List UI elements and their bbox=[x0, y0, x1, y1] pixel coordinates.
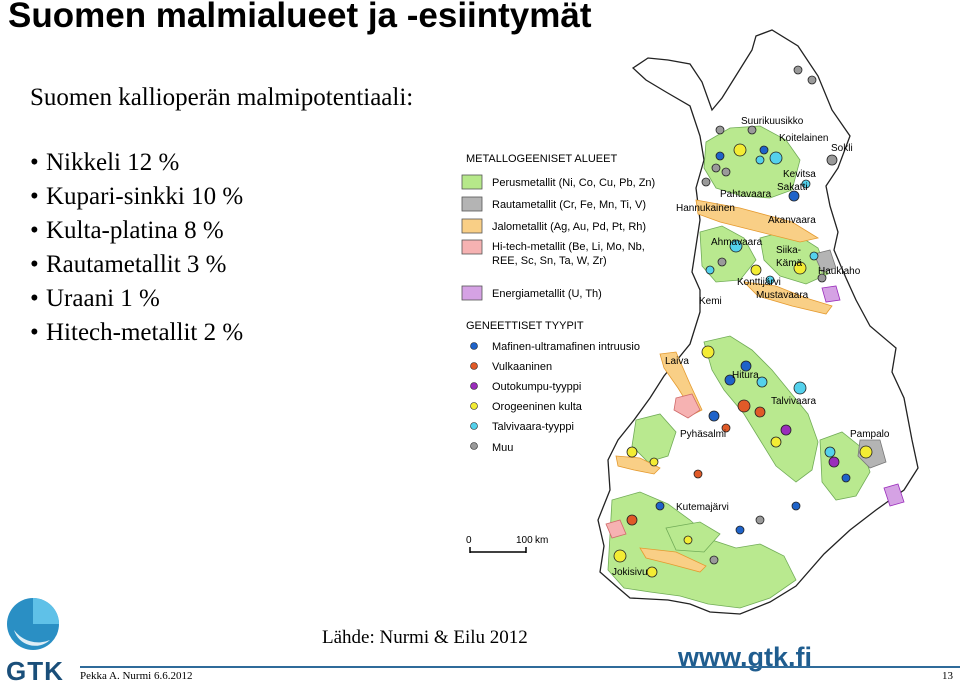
legend-label: Energiametallit (U, Th) bbox=[492, 288, 602, 300]
map-legend: METALLOGEENISET ALUEET Perusmetallit (Ni… bbox=[461, 153, 655, 454]
scale-start: 0 bbox=[466, 535, 472, 546]
list-item: • Kupari-sinkki 10 % bbox=[30, 183, 244, 210]
energy-metal-areas bbox=[821, 285, 905, 507]
bullet-text: Hitech-metallit 2 % bbox=[46, 319, 244, 346]
legend-swatch bbox=[461, 196, 483, 212]
place-label: Talvivaara bbox=[771, 396, 816, 407]
bullet-text: Kulta-platina 8 % bbox=[46, 217, 224, 244]
legend-marker bbox=[470, 342, 478, 350]
precious-metal-areas bbox=[615, 199, 833, 573]
legend-marker bbox=[470, 402, 478, 410]
legend-marker bbox=[470, 442, 478, 450]
place-label: Kevitsa bbox=[783, 169, 816, 180]
legend-marker bbox=[470, 362, 478, 370]
legend-swatch bbox=[461, 174, 483, 190]
bullet-text: Rautametallit 3 % bbox=[46, 251, 227, 278]
legend-swatch bbox=[461, 218, 483, 234]
bullet-text: Kupari-sinkki 10 % bbox=[46, 183, 244, 210]
place-label: Kutemajärvi bbox=[676, 502, 729, 513]
place-label: Sokli bbox=[831, 143, 853, 154]
legend-label: Outokumpu-tyyppi bbox=[492, 381, 581, 393]
legend-label: Vulkaaninen bbox=[492, 361, 552, 373]
bullet-text: Uraani 1 % bbox=[46, 285, 160, 312]
place-label: Pyhäsalmi bbox=[680, 429, 726, 440]
place-label: Koitelainen bbox=[779, 133, 828, 144]
place-label: Pampalo bbox=[850, 429, 890, 440]
place-label: Haukiaho bbox=[818, 266, 861, 277]
place-label: Mustavaara bbox=[756, 290, 809, 301]
potential-list: • Nikkeli 12 % • Kupari-sinkki 10 % • Kulta… bbox=[30, 146, 243, 350]
gtk-logo-text: GTK bbox=[6, 656, 64, 686]
place-label: Hitura bbox=[732, 370, 759, 381]
website-link[interactable]: www.gtk.fi bbox=[678, 642, 812, 672]
scale-end: 100 bbox=[516, 535, 533, 546]
place-labels: Suurikuusikko Koitelainen Sokli Kevitsa … bbox=[612, 116, 890, 578]
place-label: Suurikuusikko bbox=[741, 116, 804, 127]
legend-label: Orogeeninen kulta bbox=[492, 401, 583, 413]
list-item: • Rautametallit 3 % bbox=[30, 251, 227, 278]
subtitle: Suomen kallioperän malmipotentiaali: bbox=[30, 84, 414, 111]
legend-label: Talvivaara-tyyppi bbox=[492, 421, 574, 433]
page-number: 13 bbox=[942, 670, 953, 682]
place-label: Pahtavaara bbox=[720, 189, 772, 200]
gtk-logo-icon bbox=[7, 598, 59, 650]
bullet-text: Nikkeli 12 % bbox=[46, 149, 180, 176]
legend-swatch bbox=[461, 285, 483, 301]
legend-label: Muu bbox=[492, 442, 513, 454]
place-label: Siika- bbox=[776, 245, 801, 256]
legend-marker bbox=[470, 422, 478, 430]
list-item: • Hitech-metallit 2 % bbox=[30, 319, 244, 346]
place-label: Kämä bbox=[776, 258, 803, 269]
place-label: Sakatti bbox=[777, 182, 808, 193]
legend-areas-title: METALLOGEENISET ALUEET bbox=[466, 153, 617, 165]
hitech-metal-areas bbox=[605, 393, 701, 539]
legend-label: Hi-tech-metallit (Be, Li, Mo, Nb, bbox=[492, 241, 645, 253]
legend-label: Mafinen-ultramafinen intruusio bbox=[492, 341, 640, 353]
legend-label: Jalometallit (Ag, Au, Pd, Pt, Rh) bbox=[492, 221, 646, 233]
place-label: Hannukainen bbox=[676, 203, 735, 214]
legend-label: Rautametallit (Cr, Fe, Mn, Ti, V) bbox=[492, 199, 646, 211]
footer-divider bbox=[80, 666, 960, 668]
legend-marker bbox=[470, 382, 478, 390]
base-metal-areas bbox=[607, 125, 871, 609]
source-note: Lähde: Nurmi & Eilu 2012 bbox=[322, 627, 528, 648]
place-label: Konttijärvi bbox=[737, 277, 781, 288]
place-label: Laiva bbox=[665, 356, 689, 367]
place-label: Jokisivu bbox=[612, 567, 648, 578]
place-label: Akanvaara bbox=[768, 215, 816, 226]
list-item: • Nikkeli 12 % bbox=[30, 149, 180, 176]
list-item: • Kulta-platina 8 % bbox=[30, 217, 224, 244]
deposit-markers bbox=[613, 65, 873, 578]
list-item: • Uraani 1 % bbox=[30, 285, 160, 312]
legend-label: REE, Sc, Sn, Ta, W, Zr) bbox=[492, 255, 607, 267]
footer-author: Pekka A. Nurmi 6.6.2012 bbox=[80, 670, 193, 682]
legend-swatch bbox=[461, 239, 483, 255]
place-label: Ahmavaara bbox=[711, 237, 763, 248]
place-label: Kemi bbox=[699, 296, 722, 307]
scale-unit: km bbox=[535, 535, 548, 546]
scale-bar: 0 100 km bbox=[466, 535, 548, 553]
legend-label: Perusmetallit (Ni, Co, Cu, Pb, Zn) bbox=[492, 177, 655, 189]
page-title: Suomen malmialueet ja -esiintymät bbox=[8, 0, 592, 35]
legend-types-title: GENEETTISET TYYPIT bbox=[466, 320, 584, 332]
